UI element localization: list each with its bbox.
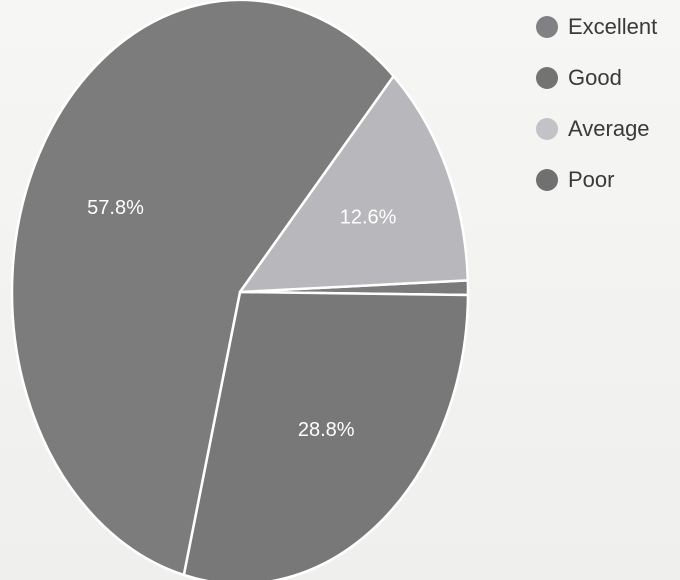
pie-slice-average[interactable]: [238, 74, 470, 294]
legend-label-poor: Poor: [568, 167, 615, 192]
pie-slice-good[interactable]: [182, 290, 470, 580]
legend-swatch-excellent: [536, 16, 558, 38]
legend-label-excellent: Excellent: [568, 14, 658, 39]
legend-item-excellent[interactable]: Excellent: [536, 14, 676, 40]
legend-swatch-good: [536, 67, 558, 89]
pie-slice-poor[interactable]: [10, 0, 395, 577]
legend: Excellent Good Average Poor: [536, 14, 676, 218]
legend-swatch-average: [536, 118, 558, 140]
legend-label-good: Good: [568, 65, 622, 90]
legend-swatch-poor: [536, 169, 558, 191]
legend-label-average: Average: [568, 116, 650, 141]
legend-item-average[interactable]: Average: [536, 116, 676, 142]
slice-label-average: 12.6%: [340, 206, 397, 228]
slice-label-good: 28.8%: [298, 419, 355, 441]
legend-item-poor[interactable]: Poor: [536, 167, 676, 193]
legend-item-good[interactable]: Good: [536, 65, 676, 91]
slice-label-poor: 57.8%: [87, 197, 144, 219]
